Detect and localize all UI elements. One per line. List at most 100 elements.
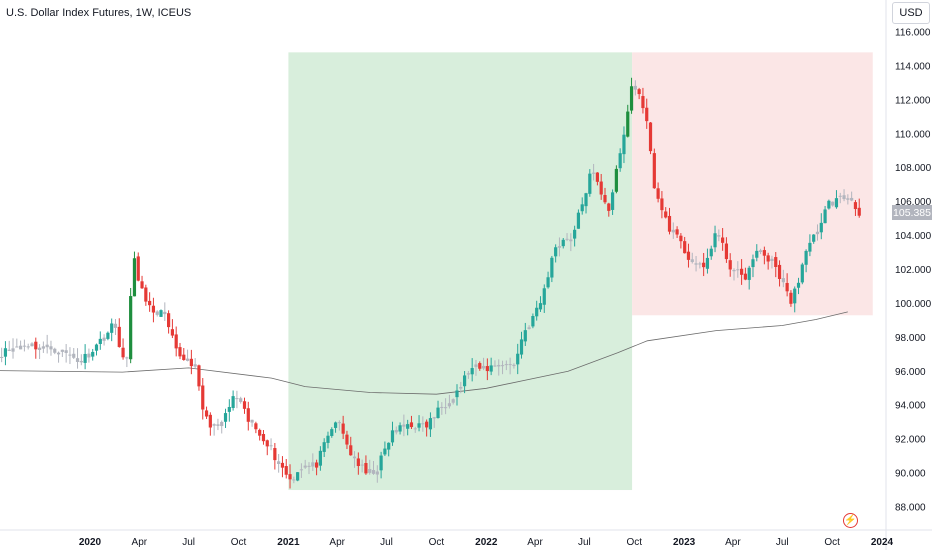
candle [0, 347, 4, 363]
candle [212, 423, 216, 436]
candle [671, 222, 675, 239]
candle [379, 451, 383, 479]
candle [561, 237, 565, 249]
candle [584, 192, 588, 214]
candle [110, 318, 114, 342]
candle [728, 253, 732, 277]
y-tick-label: 106.000 [895, 197, 932, 208]
candle [37, 344, 42, 360]
candle [595, 172, 600, 186]
candle [645, 98, 649, 129]
candle [132, 251, 137, 297]
candle [523, 322, 527, 346]
candle [273, 443, 277, 470]
candle [182, 348, 186, 361]
candle [284, 459, 288, 479]
candle [371, 461, 376, 475]
candle [258, 428, 262, 441]
candle [193, 358, 197, 369]
tradingview-logo-icon[interactable]: ⚡ [843, 513, 858, 528]
candle [406, 419, 410, 436]
candle [538, 296, 543, 312]
candle [151, 297, 156, 323]
candle [197, 364, 201, 391]
candle [421, 416, 425, 432]
candle [455, 384, 459, 406]
candle [136, 252, 140, 282]
candle [732, 268, 736, 281]
candle [470, 358, 474, 382]
candle [739, 259, 744, 285]
candle [618, 148, 622, 172]
candle [683, 236, 687, 254]
candle [144, 284, 148, 306]
candle [41, 341, 45, 353]
candle [53, 347, 57, 355]
candle [853, 200, 858, 216]
candle [170, 319, 174, 339]
candle [64, 344, 68, 363]
last-price-label: 105.385 [892, 205, 932, 220]
candle [550, 255, 554, 283]
candle [686, 243, 691, 268]
candle [724, 237, 729, 263]
candle [269, 438, 273, 451]
candle [174, 326, 178, 357]
candle [459, 381, 463, 394]
candle [242, 397, 247, 414]
candle [652, 148, 656, 189]
candle [823, 205, 827, 224]
candle [622, 126, 626, 164]
candle [265, 439, 269, 456]
candle [554, 244, 558, 263]
y-tick-label: 114.000 [895, 61, 931, 72]
candle [633, 80, 637, 96]
candle [542, 284, 546, 313]
x-tick-label: Apr [329, 537, 345, 548]
x-tick-label: 2023 [673, 537, 696, 548]
candle [201, 378, 205, 420]
candle [751, 254, 755, 278]
candle [462, 370, 467, 394]
candle [402, 414, 406, 437]
candle [713, 225, 717, 253]
candle [485, 358, 489, 381]
candle [231, 390, 235, 411]
x-tick-label: Oct [626, 537, 642, 548]
candle [777, 260, 782, 287]
x-tick-label: Jul [182, 537, 195, 548]
candle [569, 233, 573, 252]
candle [698, 261, 702, 269]
candle [447, 394, 452, 409]
candle [474, 359, 478, 376]
candle [129, 287, 133, 364]
candle [239, 396, 243, 404]
candle [736, 261, 740, 278]
x-tick-label: Apr [725, 537, 741, 548]
candle [413, 426, 417, 433]
candle [7, 340, 11, 352]
candle [3, 341, 8, 366]
candle [819, 213, 823, 240]
x-tick-label: Apr [132, 537, 148, 548]
y-tick-label: 92.000 [895, 435, 926, 446]
x-tick-label: Jul [776, 537, 789, 548]
candle [216, 418, 220, 431]
x-tick-label: Oct [429, 537, 445, 548]
candle [314, 459, 319, 476]
candle [121, 338, 125, 360]
candle [743, 267, 747, 281]
candle [45, 334, 49, 354]
candle [580, 197, 584, 215]
candle [815, 224, 820, 241]
currency-button[interactable]: USD [892, 2, 930, 24]
candle [91, 348, 95, 361]
candle [614, 165, 618, 194]
candle [125, 356, 129, 368]
candle [167, 310, 171, 334]
candle [747, 265, 751, 290]
candle [277, 453, 281, 473]
candle [106, 331, 110, 341]
